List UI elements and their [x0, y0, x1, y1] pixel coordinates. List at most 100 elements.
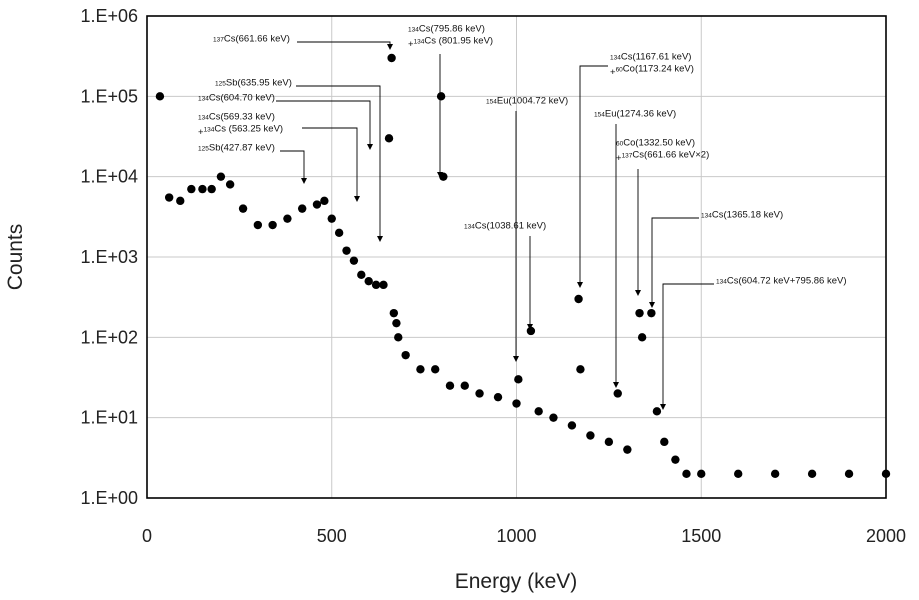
data-point: [526, 326, 536, 336]
annotation-arrowhead: [577, 282, 583, 288]
annotation-label: +137Cs(661.66 keV×2): [616, 150, 709, 165]
annotation-label: 137Cs(661.66 keV): [213, 34, 290, 45]
peak-annotation: 134Cs(1167.61 keV)+60Co(1173.24 keV): [577, 52, 694, 288]
peak-annotation: 154Eu(1004.72 keV): [486, 96, 568, 362]
annotation-arrowhead: [613, 382, 619, 388]
annotation-leader-line: [297, 41, 391, 45]
data-point: [682, 469, 691, 479]
y-axis-title: Counts: [4, 224, 27, 291]
data-point: [431, 365, 440, 374]
data-point: [770, 469, 780, 479]
x-tick-label: 1000: [496, 526, 536, 546]
data-points: [155, 53, 891, 479]
annotation-label: 60Co(1332.50 keV): [616, 138, 695, 149]
peak-annotation: 134Cs(1365.18 keV): [649, 210, 783, 308]
x-axis-title: Energy (keV): [455, 570, 578, 593]
annotation-arrowhead: [649, 302, 655, 308]
data-point: [534, 407, 543, 416]
data-point: [652, 407, 662, 416]
annotation-leader-line: [276, 100, 371, 145]
annotation-label: +134Cs (563.25 keV): [198, 124, 283, 139]
data-point: [574, 294, 583, 304]
data-point: [198, 184, 207, 194]
data-point: [238, 204, 248, 213]
annotation-arrowhead: [635, 290, 641, 296]
peak-annotation: 134Cs(795.86 keV)+134Cs (801.95 keV): [408, 24, 493, 178]
annotation-leader-line: [662, 283, 714, 405]
data-point: [392, 318, 401, 328]
data-point: [586, 431, 595, 440]
peak-annotation: 125Sb(427.87 keV): [198, 143, 307, 184]
data-point: [647, 308, 656, 318]
annotation-arrowhead: [513, 356, 519, 362]
data-point: [436, 92, 446, 101]
data-point: [697, 469, 706, 479]
plot-frame: [146, 15, 887, 499]
y-tick-label: 1.E+03: [80, 247, 138, 267]
annotation-label: 125Sb(427.87 keV): [198, 143, 275, 154]
peak-annotation: 134Cs(569.33 keV)+134Cs (563.25 keV): [198, 112, 360, 202]
data-point: [155, 92, 165, 101]
peak-annotation: 134Cs(1038.61 keV): [464, 221, 546, 330]
peak-annotations: 137Cs(661.66 keV)134Cs(795.86 keV)+134Cs…: [198, 24, 846, 410]
annotation-label: 134Cs(795.86 keV): [408, 24, 485, 35]
data-point: [493, 392, 503, 402]
annotation-arrowhead: [377, 236, 383, 242]
data-point: [460, 381, 469, 390]
annotation-leader-line: [579, 65, 608, 283]
annotation-label: 125Sb(635.95 keV): [215, 78, 292, 89]
peak-annotation: 137Cs(661.66 keV): [213, 34, 393, 50]
peak-annotation: 125Sb(635.95 keV): [215, 78, 383, 242]
data-point: [389, 308, 399, 318]
annotation-label: 134Cs(604.70 keV): [198, 93, 275, 104]
data-point: [371, 280, 381, 290]
data-point: [734, 469, 743, 479]
data-point: [297, 204, 307, 213]
data-point: [401, 350, 410, 360]
data-point: [394, 333, 403, 342]
annotation-label: 154Eu(1274.36 keV): [594, 109, 676, 120]
data-point: [637, 333, 647, 342]
peak-annotation: 60Co(1332.50 keV)+137Cs(661.66 keV×2): [616, 138, 709, 296]
x-tick-label: 2000: [866, 526, 906, 546]
annotation-arrowhead: [437, 172, 443, 178]
annotation-label: 154Eu(1004.72 keV): [486, 96, 568, 107]
y-tick-label: 1.E+04: [80, 167, 138, 187]
data-point: [379, 280, 388, 290]
y-tick-label: 1.E+01: [80, 408, 138, 428]
data-point: [567, 421, 577, 430]
data-point: [342, 246, 351, 255]
data-point: [576, 365, 585, 374]
data-point: [349, 256, 359, 265]
data-point: [660, 437, 669, 447]
data-point: [475, 389, 484, 398]
data-point: [187, 184, 196, 194]
x-tick-label: 500: [317, 526, 347, 546]
data-point: [216, 172, 226, 181]
y-tick-label: 1.E+00: [80, 488, 138, 508]
annotation-label: 134Cs(1038.61 keV): [464, 221, 546, 232]
data-point: [844, 469, 854, 479]
annotation-leader-line: [296, 85, 381, 237]
data-point: [635, 308, 644, 318]
data-point: [334, 228, 344, 238]
annotation-leader-line: [302, 127, 358, 197]
data-point: [416, 365, 425, 374]
y-tick-label: 1.E+05: [80, 86, 138, 106]
data-point: [671, 455, 680, 464]
annotation-label: +60Co(1173.24 keV): [610, 64, 694, 79]
annotation-arrowhead: [301, 178, 307, 184]
annotation-label: 134Cs(1365.18 keV): [701, 210, 783, 221]
x-tick-label: 0: [142, 526, 152, 546]
annotation-arrowhead: [354, 196, 360, 202]
data-point: [549, 413, 558, 422]
peak-annotation: 134Cs(604.70 keV): [198, 93, 373, 150]
data-point: [445, 381, 455, 390]
data-point: [312, 200, 322, 209]
tick-labels: 0 500 1000 1500 2000 1.E+00 1.E+01 1.E+02 1.E+03…: [80, 6, 906, 546]
data-point: [207, 184, 216, 194]
annotation-arrowhead: [367, 144, 373, 150]
annotation-label: 134Cs(1167.61 keV): [610, 52, 691, 63]
data-point: [514, 375, 523, 384]
